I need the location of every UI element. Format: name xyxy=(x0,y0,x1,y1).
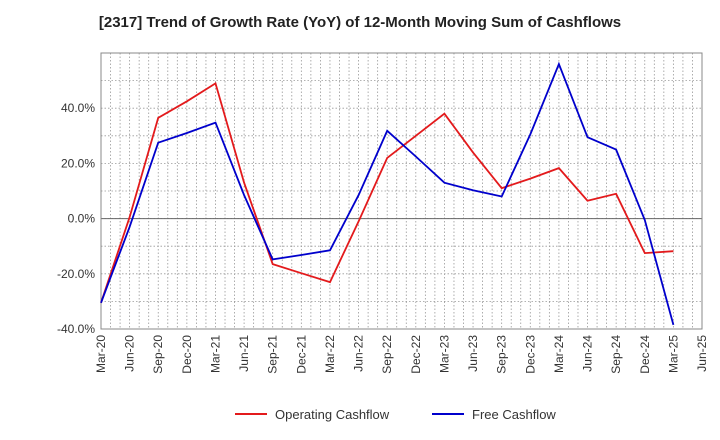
x-tick-label: Sep-24 xyxy=(609,335,623,374)
x-tick-label: Dec-23 xyxy=(523,335,537,374)
x-axis-ticks: Mar-20 Jun-20 Sep-20 Dec-20 Mar-21 Jun-21 Sep-… xyxy=(94,335,709,374)
x-tick-label: Dec-24 xyxy=(638,335,652,374)
legend-label: Free Cashflow xyxy=(472,407,556,422)
plot-area xyxy=(101,53,702,329)
x-tick-label: Jun-24 xyxy=(581,335,595,372)
plot-border xyxy=(100,52,703,330)
x-tick-label: Mar-25 xyxy=(666,335,680,373)
x-tick-label: Mar-24 xyxy=(552,335,566,373)
x-tick-label: Dec-22 xyxy=(409,335,423,374)
y-tick-label: 20.0% xyxy=(61,156,95,170)
grid-lines xyxy=(101,52,702,329)
chart-title: [2317] Trend of Growth Rate (YoY) of 12-… xyxy=(98,14,622,31)
x-tick-label: Jun-22 xyxy=(352,335,366,372)
x-tick-label: Mar-21 xyxy=(208,335,222,373)
y-tick-label: 0.0% xyxy=(68,212,96,226)
x-tick-label: Mar-20 xyxy=(94,335,108,373)
series-lines xyxy=(100,61,675,326)
x-tick-label: Mar-23 xyxy=(437,335,451,373)
x-tick-label: Sep-21 xyxy=(266,335,280,374)
x-tick-label: Mar-22 xyxy=(323,335,337,373)
x-tick-label: Sep-22 xyxy=(380,335,394,374)
series-line xyxy=(100,61,675,326)
x-tick-label: Dec-20 xyxy=(180,335,194,374)
series-line xyxy=(100,82,674,304)
y-tick-label: 40.0% xyxy=(61,101,95,115)
legend-label: Operating Cashflow xyxy=(275,407,390,422)
y-axis-ticks: -40.0% -20.0% 0.0% 20.0% 40.0% xyxy=(57,101,95,336)
legend: Operating Cashflow Free Cashflow xyxy=(235,407,556,422)
y-tick-label: -20.0% xyxy=(57,267,95,281)
x-tick-label: Jun-21 xyxy=(237,335,251,372)
x-tick-label: Jun-23 xyxy=(466,335,480,372)
x-tick-label: Dec-21 xyxy=(294,335,308,374)
x-tick-label: Sep-20 xyxy=(151,335,165,374)
x-tick-label: Jun-20 xyxy=(123,335,137,372)
y-tick-label: -40.0% xyxy=(57,322,95,336)
x-tick-label: Jun-25 xyxy=(695,335,709,372)
x-tick-label: Sep-23 xyxy=(495,335,509,374)
